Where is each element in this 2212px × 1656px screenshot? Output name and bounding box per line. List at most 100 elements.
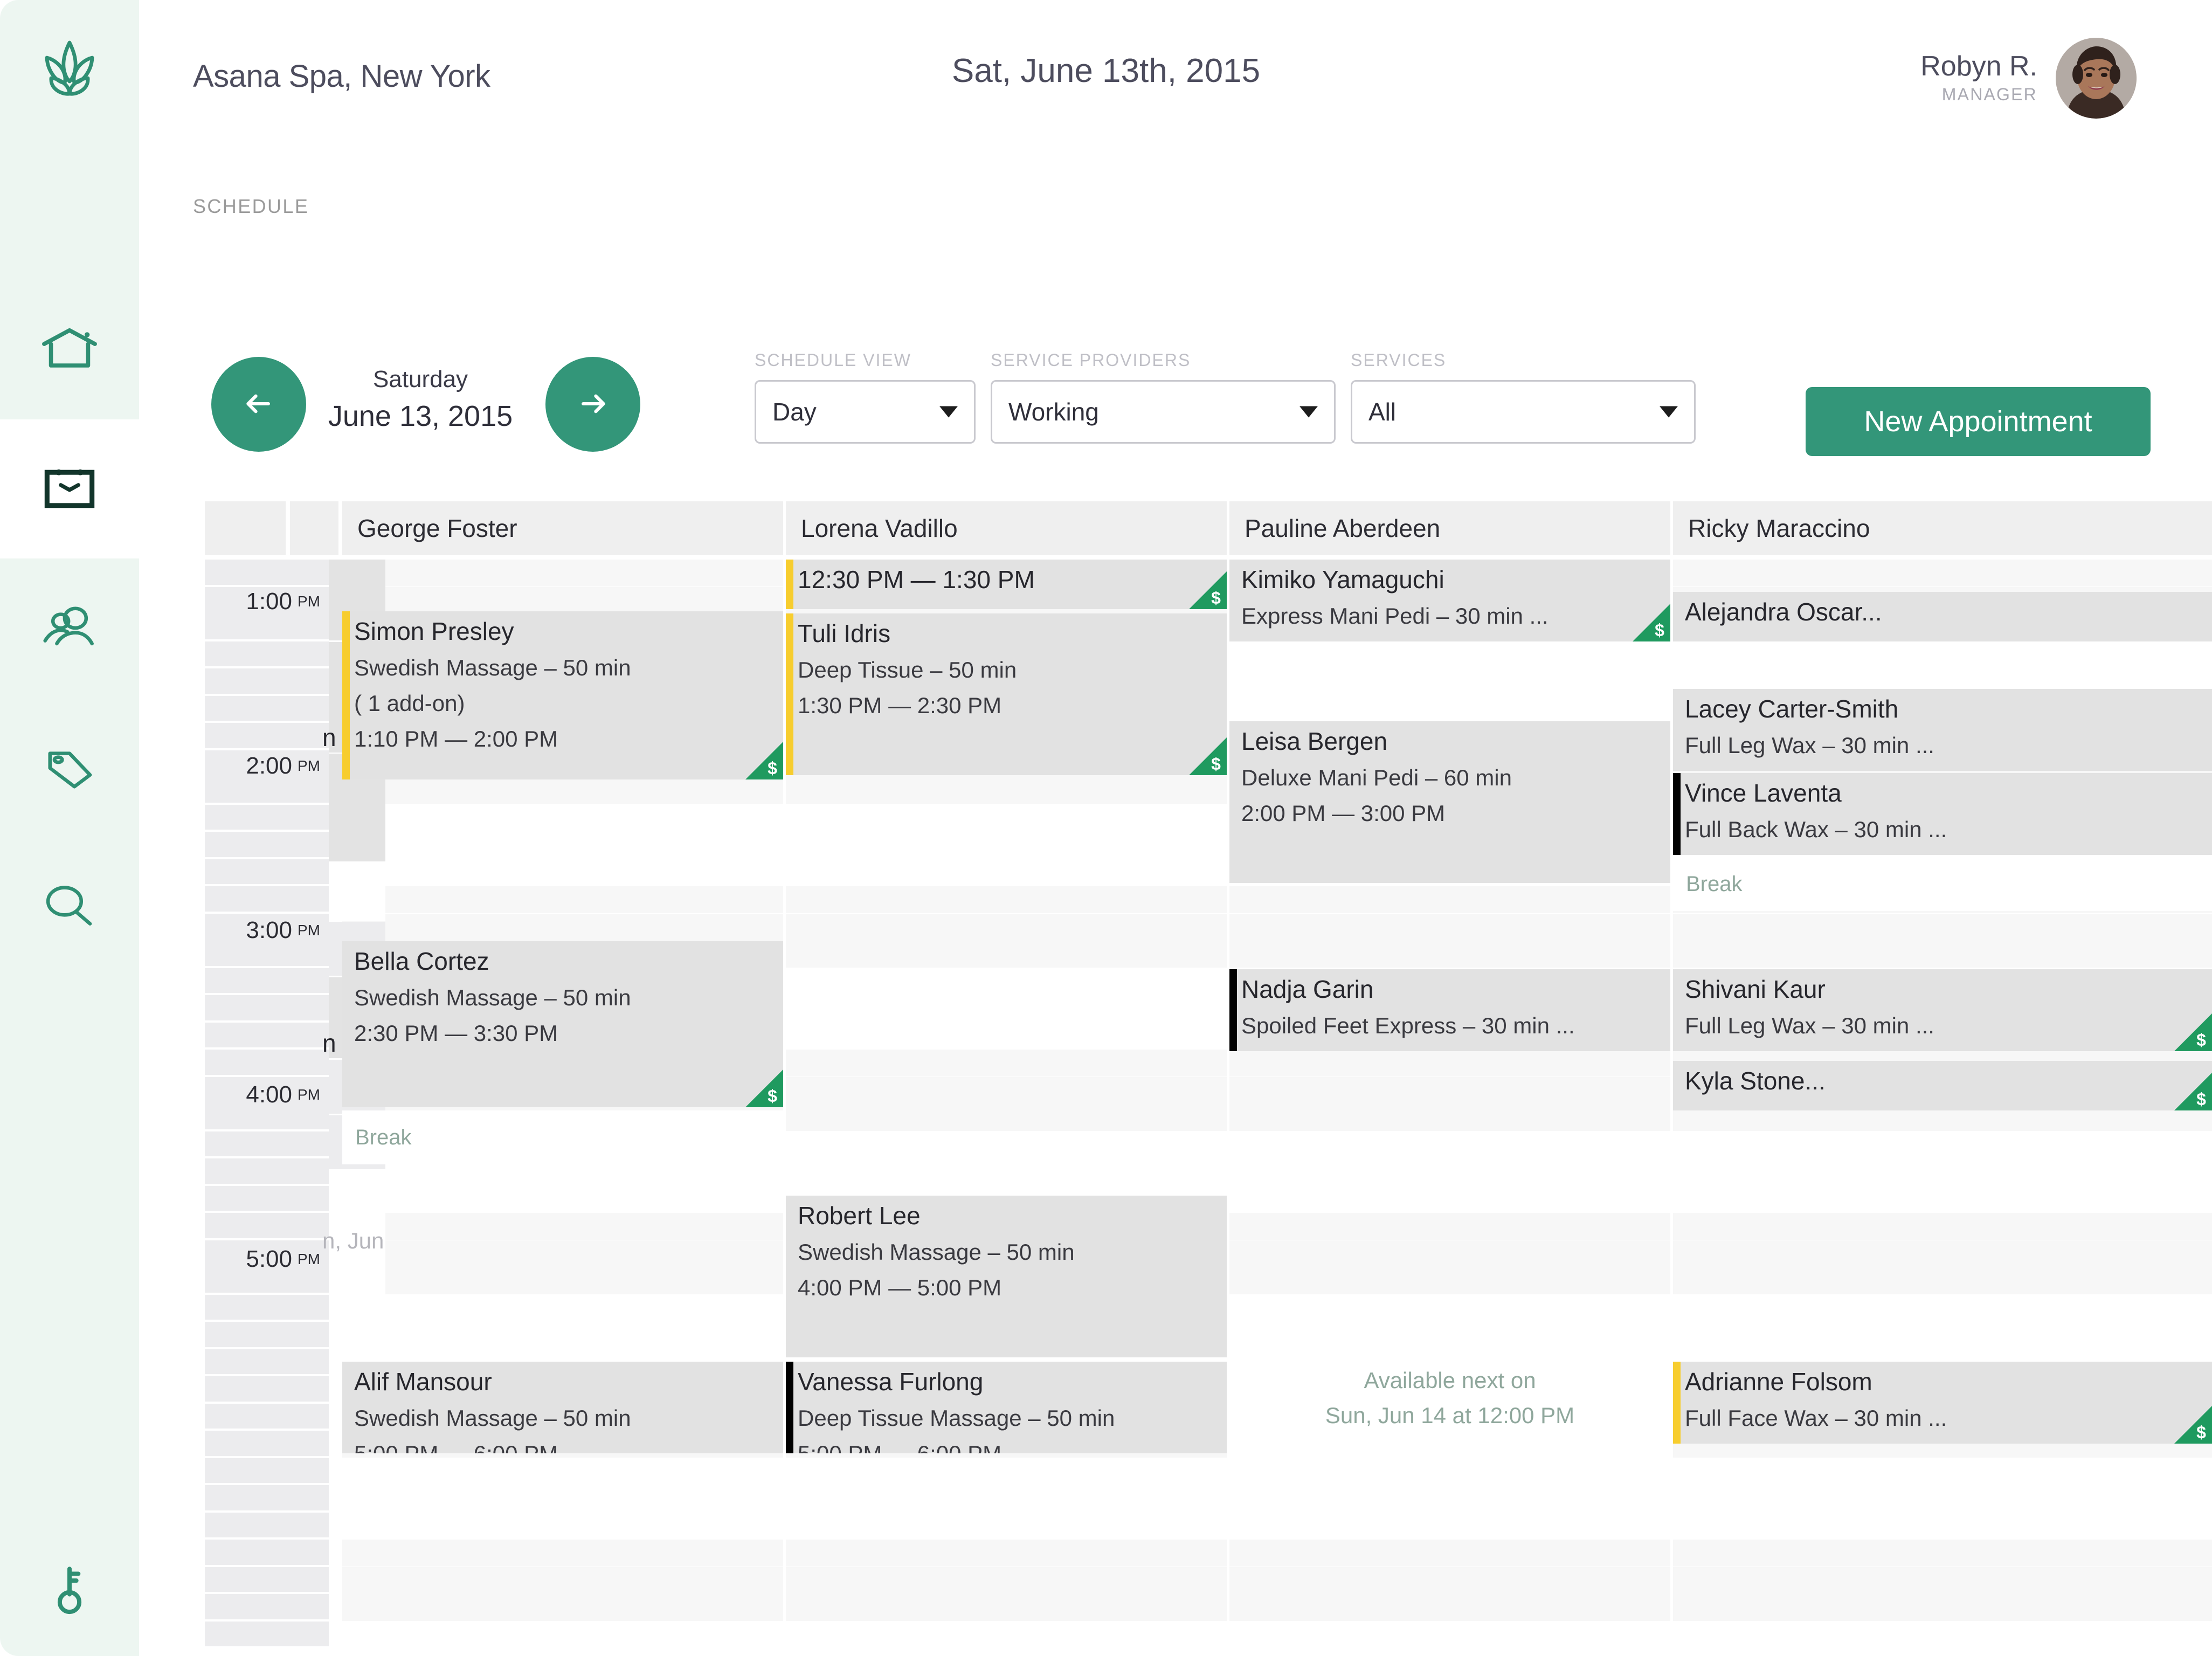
sidebar-item-products[interactable] [0,698,139,837]
sidebar-item-admin[interactable] [0,1517,139,1656]
appointment-card[interactable]: Vince Laventa Full Back Wax – 30 min ... [1673,773,2212,855]
services-select[interactable]: All [1351,380,1696,444]
time-slot[interactable] [342,1213,783,1240]
time-slot[interactable] [786,886,1227,913]
time-slot[interactable] [342,1240,783,1267]
time-slot[interactable] [786,941,1227,968]
time-slot[interactable] [1673,1294,2212,1322]
time-slot[interactable] [786,995,1227,1022]
time-slot[interactable] [1229,1185,1670,1213]
time-slot[interactable] [342,1621,783,1648]
appointment-card[interactable]: 12:30 PM — 1:30 PM $ [786,560,1227,609]
time-slot[interactable] [1229,913,1670,941]
time-slot[interactable] [1229,1567,1670,1594]
time-slot[interactable] [786,913,1227,941]
time-slot[interactable] [786,1567,1227,1594]
time-slot[interactable] [342,1512,783,1540]
time-slot[interactable] [1673,1594,2212,1621]
time-slot[interactable] [1229,668,1670,695]
time-slot[interactable] [1673,1512,2212,1540]
time-slot[interactable] [1229,1540,1670,1567]
time-slot[interactable] [1229,1621,1670,1648]
sidebar-item-search[interactable] [0,837,139,976]
appointment-card[interactable]: Kyla Stone... $ [1673,1061,2212,1110]
time-slot[interactable] [342,832,783,859]
provider-column-header[interactable]: Lorena Vadillo [786,501,1227,555]
time-slot[interactable] [342,1485,783,1512]
time-slot[interactable] [786,1458,1227,1485]
time-slot[interactable] [1673,1213,2212,1240]
time-slot[interactable] [1229,941,1670,968]
time-slot[interactable] [342,859,783,886]
time-slot[interactable] [342,1185,783,1213]
provider-column-header[interactable]: Pauline Aberdeen [1229,501,1670,555]
time-slot[interactable] [786,1077,1227,1104]
appointment-card[interactable]: Nadja Garin Spoiled Feet Express – 30 min… [1229,969,1670,1051]
appointment-card[interactable]: Kimiko Yamaguchi Express Mani Pedi – 30 m… [1229,560,1670,641]
appointment-card[interactable]: Vanessa Furlong Deep Tissue Massage – 50 … [786,1362,1227,1453]
appointment-card[interactable]: Tuli Idris Deep Tissue – 50 min 1:30 PM — … [786,613,1227,775]
time-slot[interactable] [786,832,1227,859]
time-slot[interactable] [786,1104,1227,1131]
appointment-card[interactable]: Bella Cortez Swedish Massage – 50 min 2:30… [342,941,783,1107]
appointment-card[interactable]: Lacey Carter-Smith Full Leg Wax – 30 min … [1673,689,2212,771]
break-block[interactable]: Break [342,1110,783,1164]
schedule-view-select[interactable]: Day [755,380,976,444]
time-slot[interactable] [786,859,1227,886]
time-slot[interactable] [1673,1240,2212,1267]
time-slot[interactable] [1229,1131,1670,1158]
time-slot[interactable] [1229,1512,1670,1540]
time-slot[interactable] [1673,1540,2212,1567]
time-slot[interactable] [1229,1050,1670,1077]
time-slot[interactable] [342,1540,783,1567]
time-slot[interactable] [786,1485,1227,1512]
appointment-card[interactable]: Alejandra Oscar... [1673,592,2212,641]
time-slot[interactable] [1673,1158,2212,1185]
time-slot[interactable] [342,886,783,913]
sidebar-item-logo[interactable] [0,0,139,139]
time-slot[interactable] [1673,1621,2212,1648]
service-providers-select[interactable]: Working [991,380,1336,444]
time-slot[interactable] [786,1158,1227,1185]
time-slot[interactable] [786,777,1227,804]
sidebar-item-clients[interactable] [0,558,139,698]
appointment-card[interactable]: Alif Mansour Swedish Massage – 50 min 5:00… [342,1362,783,1453]
time-slot[interactable] [1229,641,1670,668]
time-slot[interactable] [1229,1158,1670,1185]
sidebar-item-home[interactable] [0,280,139,419]
time-slot[interactable] [1229,695,1670,723]
previous-day-button[interactable] [211,357,306,452]
time-slot[interactable] [342,1567,783,1594]
time-slot[interactable] [342,586,783,614]
time-slot[interactable] [786,1540,1227,1567]
time-slot[interactable] [342,804,783,832]
time-slot[interactable] [1673,1131,2212,1158]
time-slot[interactable] [786,1512,1227,1540]
time-slot[interactable] [786,1022,1227,1050]
time-slot[interactable] [1229,1104,1670,1131]
time-slot[interactable] [786,1621,1227,1648]
time-slot[interactable] [1673,1267,2212,1294]
time-slot[interactable] [342,1594,783,1621]
time-slot[interactable] [786,968,1227,995]
provider-column-header[interactable]: Ricky Maraccino [1673,501,2212,555]
time-slot[interactable] [1673,941,2212,968]
time-slot[interactable] [786,1050,1227,1077]
break-block[interactable]: Break [1673,857,2212,911]
time-slot[interactable] [1673,560,2212,586]
time-slot[interactable] [1229,1267,1670,1294]
time-slot[interactable] [1673,1567,2212,1594]
time-slot[interactable] [1673,1185,2212,1213]
time-slot[interactable] [342,1294,783,1322]
time-slot[interactable] [1229,1213,1670,1240]
avatar[interactable] [2056,38,2137,119]
user-profile[interactable]: Robyn R. MANAGER [1920,38,2137,119]
time-slot[interactable] [342,777,783,804]
time-slot[interactable] [342,913,783,941]
appointment-card[interactable]: Robert Lee Swedish Massage – 50 min 4:00 P… [786,1196,1227,1357]
time-slot[interactable] [342,1267,783,1294]
breadcrumb[interactable]: SCHEDULE [193,195,309,217]
time-slot[interactable] [1229,1485,1670,1512]
time-slot[interactable] [342,1322,783,1349]
new-appointment-button[interactable]: New Appointment [1806,387,2151,456]
